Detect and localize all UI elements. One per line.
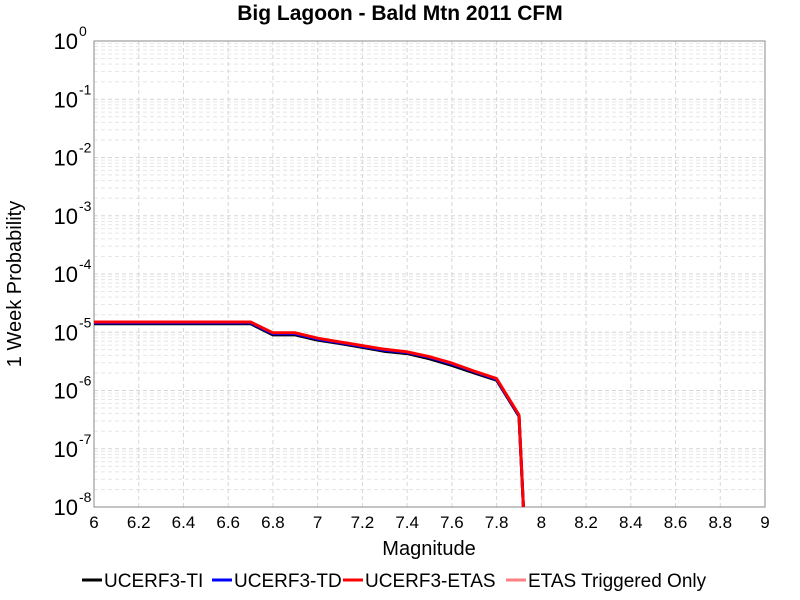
y-tick-exponent: -7 [79,431,92,447]
x-tick-label: 7 [313,513,322,532]
legend: UCERF3-TI UCERF3-TD UCERF3-ETAS ETAS Trigge… [82,571,707,592]
x-tick-label: 6 [89,513,98,532]
legend-item: ETAS Triggered Only [506,571,707,592]
y-tick-base: 10 [54,87,78,112]
chart-title: Big Lagoon - Bald Mtn 2011 CFM [237,2,563,25]
y-axis-label: 1 Week Probability [4,201,26,367]
legend-item: UCERF3-TD [212,571,342,592]
x-tick-label: 6.2 [127,513,151,532]
x-tick-label: 8.2 [574,513,598,532]
x-tick-label: 7.4 [395,513,419,532]
y-tick-base: 10 [54,146,78,171]
series-layer [94,320,525,508]
y-tick-label: 10 -4 [54,256,92,287]
y-tick-exponent: -1 [79,81,92,97]
x-tick-label: 8.4 [619,513,643,532]
y-tick-label: 10 -2 [54,140,92,171]
x-tick-label: 7.8 [485,513,509,532]
legend-item: UCERF3-TI [82,571,203,592]
legend-label: UCERF3-TD [234,571,342,592]
x-tick-label: 6.6 [216,513,240,532]
y-tick-base: 10 [54,437,78,462]
x-tick-label: 6.4 [172,513,196,532]
y-tick-exponent: -5 [79,314,92,330]
y-tick-exponent: -4 [79,256,92,272]
y-tick-exponent: -8 [79,489,92,505]
x-axis-ticks: 6 6.2 6.4 6.6 6.8 7 7.2 7.4 7.6 7.8 8 8.2 8.4 8.6 8.8 9 [89,513,769,532]
y-tick-label: 10 -6 [54,373,92,404]
y-tick-base: 10 [54,495,78,520]
y-tick-label: 10 -5 [54,314,92,345]
y-tick-label: 10 -3 [54,198,92,229]
legend-label: ETAS Triggered Only [528,571,707,592]
y-tick-base: 10 [54,29,78,54]
y-tick-label: 10 0 [54,23,87,54]
x-tick-label: 8.6 [664,513,688,532]
legend-item: UCERF3-ETAS [343,571,496,592]
x-tick-label: 8.8 [708,513,732,532]
y-tick-base: 10 [54,204,78,229]
x-tick-label: 7.6 [440,513,464,532]
y-tick-exponent: 0 [79,23,87,39]
x-tick-label: 6.8 [261,513,285,532]
y-tick-label: 10 -7 [54,431,92,462]
x-tick-label: 7.2 [351,513,375,532]
legend-label: UCERF3-TI [104,571,203,592]
x-tick-label: 8 [537,513,546,532]
y-tick-exponent: -3 [79,198,92,214]
series-line-ucerf3-etas [94,320,525,508]
x-tick-label: 9 [760,513,769,532]
plot-frame [93,40,766,508]
y-tick-base: 10 [54,320,78,345]
y-tick-base: 10 [54,379,78,404]
legend-label: UCERF3-ETAS [365,571,496,592]
y-tick-label: 10 -8 [54,489,92,520]
x-axis-label: Magnitude [382,538,475,560]
y-tick-exponent: -6 [79,373,92,389]
y-tick-exponent: -2 [79,140,92,156]
grid [93,41,766,508]
y-tick-label: 10 -1 [54,81,92,112]
y-tick-base: 10 [54,262,78,287]
